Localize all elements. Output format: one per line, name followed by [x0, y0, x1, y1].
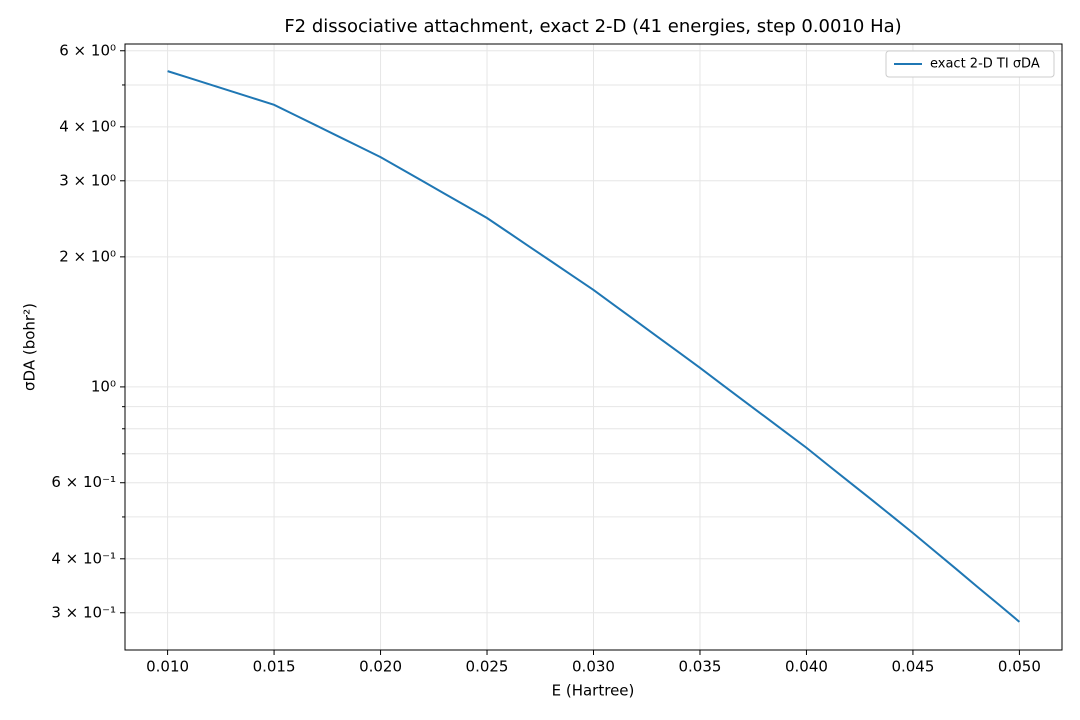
y-tick-label: 10⁰ — [91, 377, 116, 395]
plot-frame — [124, 43, 1063, 651]
y-tick-label: 4 × 10⁰ — [59, 117, 116, 135]
data-line — [167, 70, 1021, 623]
y-tick-label: 2 × 10⁰ — [59, 247, 116, 265]
legend: exact 2-D TI σDA — [885, 50, 1055, 78]
legend-box — [885, 50, 1055, 78]
x-axis-label: E (Hartree) — [552, 682, 635, 700]
x-tick-label: 0.040 — [785, 658, 828, 676]
y-axis-label: σDA (bohr²) — [21, 303, 39, 391]
legend-label: exact 2-D TI σDA — [930, 57, 1040, 72]
x-tick-label: 0.020 — [359, 658, 402, 676]
chart-title: F2 dissociative attachment, exact 2-D (4… — [284, 16, 901, 37]
x-tick-label: 0.035 — [679, 658, 722, 676]
y-tick-label: 6 × 10⁰ — [59, 41, 116, 59]
x-tick-label: 0.045 — [891, 658, 934, 676]
y-tick-label: 3 × 10⁰ — [59, 171, 116, 189]
x-tick-label: 0.025 — [466, 658, 509, 676]
x-tick-label: 0.050 — [998, 658, 1041, 676]
y-tick-label: 3 × 10⁻¹ — [51, 603, 116, 621]
y-tick-label: 4 × 10⁻¹ — [51, 549, 116, 567]
y-tick-label: 6 × 10⁻¹ — [51, 473, 116, 491]
x-tick-label: 0.030 — [572, 658, 615, 676]
x-tick-label: 0.010 — [146, 658, 189, 676]
x-tick-label: 0.015 — [253, 658, 296, 676]
